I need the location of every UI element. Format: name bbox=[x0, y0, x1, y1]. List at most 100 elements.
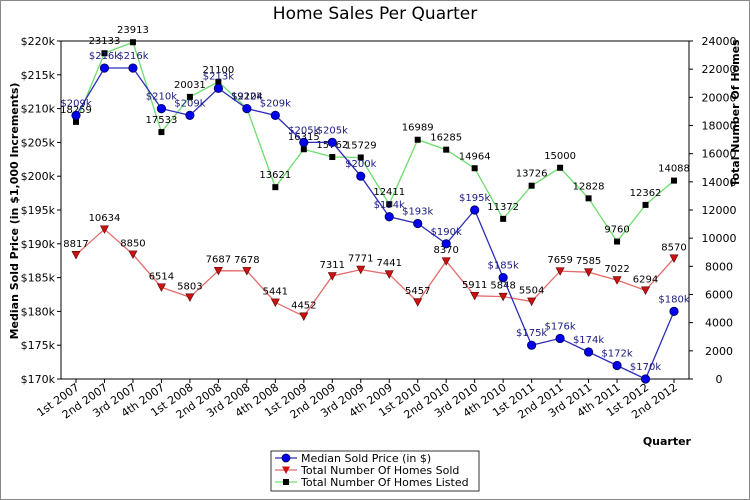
series-1-data-label: $210k bbox=[146, 92, 177, 103]
series-3-data-label: 23913 bbox=[117, 25, 149, 36]
series-3-data-label: 16285 bbox=[430, 133, 462, 144]
left-axis-tick-label: $175k bbox=[21, 339, 56, 352]
left-axis-tick-label: $200k bbox=[21, 170, 56, 183]
right-axis: 0 2000 4000 6000 8000 10000 12000 14000 16000 180… bbox=[689, 35, 737, 386]
series-1-point bbox=[441, 239, 451, 249]
right-axis-tick-label: 6000 bbox=[705, 289, 733, 302]
left-axis: $170k $175k $180k $185k $190k $195k $200k $205k… bbox=[21, 35, 61, 386]
series-3-point bbox=[557, 164, 564, 171]
series-3-point bbox=[272, 184, 279, 191]
left-axis-tick-label: $205k bbox=[21, 136, 56, 149]
y-axis-right-title: Total Number Of Homes bbox=[729, 39, 742, 187]
series-2-data-label: 5441 bbox=[263, 286, 288, 297]
series-3-point bbox=[614, 238, 621, 245]
series-1-data-label: $205k bbox=[317, 125, 348, 136]
series-2-data-label: 7678 bbox=[234, 255, 259, 266]
left-axis-tick-label: $210k bbox=[21, 103, 56, 116]
series-3-data-label: 9760 bbox=[604, 225, 629, 236]
series-1-point bbox=[640, 374, 651, 384]
series-3-point bbox=[414, 136, 421, 143]
series-3-point bbox=[386, 201, 393, 208]
series-2-line bbox=[75, 228, 675, 318]
series-2-data-label: 5504 bbox=[519, 285, 544, 296]
series-3-data-label: 15000 bbox=[544, 151, 576, 162]
series-1-point bbox=[527, 340, 537, 350]
series-2-point bbox=[527, 297, 537, 307]
series-1-point bbox=[356, 171, 366, 181]
series-2-data-label: 5911 bbox=[462, 280, 487, 291]
series-2-data-label: 7311 bbox=[320, 260, 345, 271]
series-2-point bbox=[498, 292, 508, 302]
series-1-point bbox=[156, 104, 167, 114]
series-2-data-label: 8570 bbox=[661, 242, 686, 253]
series-3-point bbox=[73, 118, 79, 125]
legend-label: Total Number Of Homes Listed bbox=[300, 476, 469, 489]
series-2-point bbox=[470, 291, 480, 301]
series-2-point bbox=[213, 266, 223, 276]
series-3-data-label: 11372 bbox=[487, 202, 519, 213]
series-3-point bbox=[528, 182, 535, 189]
series-2-data-label: 6294 bbox=[633, 274, 658, 285]
series-3-data-label: 21100 bbox=[202, 65, 234, 76]
right-axis-tick-label: 22000 bbox=[702, 63, 737, 76]
legend-marker-circle bbox=[281, 453, 291, 463]
series-2-point bbox=[384, 270, 394, 279]
series-3-point bbox=[101, 50, 108, 57]
series-2-data-label: 7659 bbox=[547, 255, 572, 266]
series-2-point bbox=[242, 267, 252, 276]
series-1-point bbox=[612, 360, 622, 371]
series-3-point bbox=[215, 78, 222, 85]
series-2-data-label: 8850 bbox=[120, 238, 145, 249]
series-1-data-label: $190k bbox=[431, 227, 462, 238]
left-axis-tick-label: $190k bbox=[21, 238, 56, 251]
legend-box bbox=[270, 450, 480, 492]
left-axis-tick-label: $220k bbox=[21, 35, 56, 48]
left-axis-tick-label: $180k bbox=[21, 305, 56, 318]
series-2-point bbox=[612, 276, 622, 285]
series-3-data-label: 12411 bbox=[373, 187, 405, 198]
series-3-data-label: 19224 bbox=[231, 91, 263, 102]
left-axis-tick-label: $195k bbox=[21, 204, 56, 217]
series-3-point bbox=[357, 154, 364, 161]
series-2-data-label: 7771 bbox=[348, 254, 373, 265]
series-1-data-label: $170k bbox=[630, 362, 661, 373]
series-2-point bbox=[99, 225, 109, 234]
series-2-point bbox=[641, 286, 651, 295]
right-axis-tick-label: 18000 bbox=[702, 120, 737, 133]
right-axis-tick-label: 14000 bbox=[702, 176, 737, 189]
series-3-point bbox=[443, 146, 450, 153]
series-3-point bbox=[671, 177, 677, 184]
right-axis-tick-label: 24000 bbox=[702, 35, 737, 48]
series-2-data-label: 6514 bbox=[149, 271, 174, 282]
series-2-point bbox=[270, 298, 280, 308]
series-3-data-label: 18259 bbox=[60, 105, 92, 116]
series-1-point bbox=[213, 83, 223, 93]
series-3-data-label: 12828 bbox=[573, 181, 605, 192]
series-3-point bbox=[585, 195, 592, 202]
series-2-point bbox=[327, 272, 337, 281]
series-1-data-label: $193k bbox=[402, 207, 433, 218]
series-2-data-label: 8370 bbox=[433, 245, 458, 256]
series-1-point bbox=[555, 333, 565, 344]
series-2-point bbox=[299, 312, 309, 321]
legend-marker-square bbox=[283, 479, 289, 485]
series-2-point bbox=[71, 251, 81, 260]
series-3-data-label: 17533 bbox=[146, 115, 178, 126]
series-1-data-label: $195k bbox=[459, 193, 490, 204]
series-2-point bbox=[156, 283, 166, 292]
series-3-data-label: 16315 bbox=[288, 132, 320, 143]
series-1-point bbox=[99, 63, 110, 73]
series-3-point bbox=[129, 39, 136, 46]
x-axis-title: Quarter bbox=[643, 435, 692, 448]
series-3-point bbox=[300, 146, 307, 153]
y-axis-left-title: Median Sold Price (in $1,000 Increments) bbox=[8, 83, 21, 340]
series-3-point bbox=[642, 201, 649, 208]
right-axis-tick-label: 8000 bbox=[705, 260, 733, 273]
series-1-data-label: $200k bbox=[345, 159, 376, 170]
series-3-data-label: 20031 bbox=[174, 80, 206, 91]
series-3-data-label: 14088 bbox=[658, 164, 690, 175]
series-1-point bbox=[498, 272, 508, 283]
